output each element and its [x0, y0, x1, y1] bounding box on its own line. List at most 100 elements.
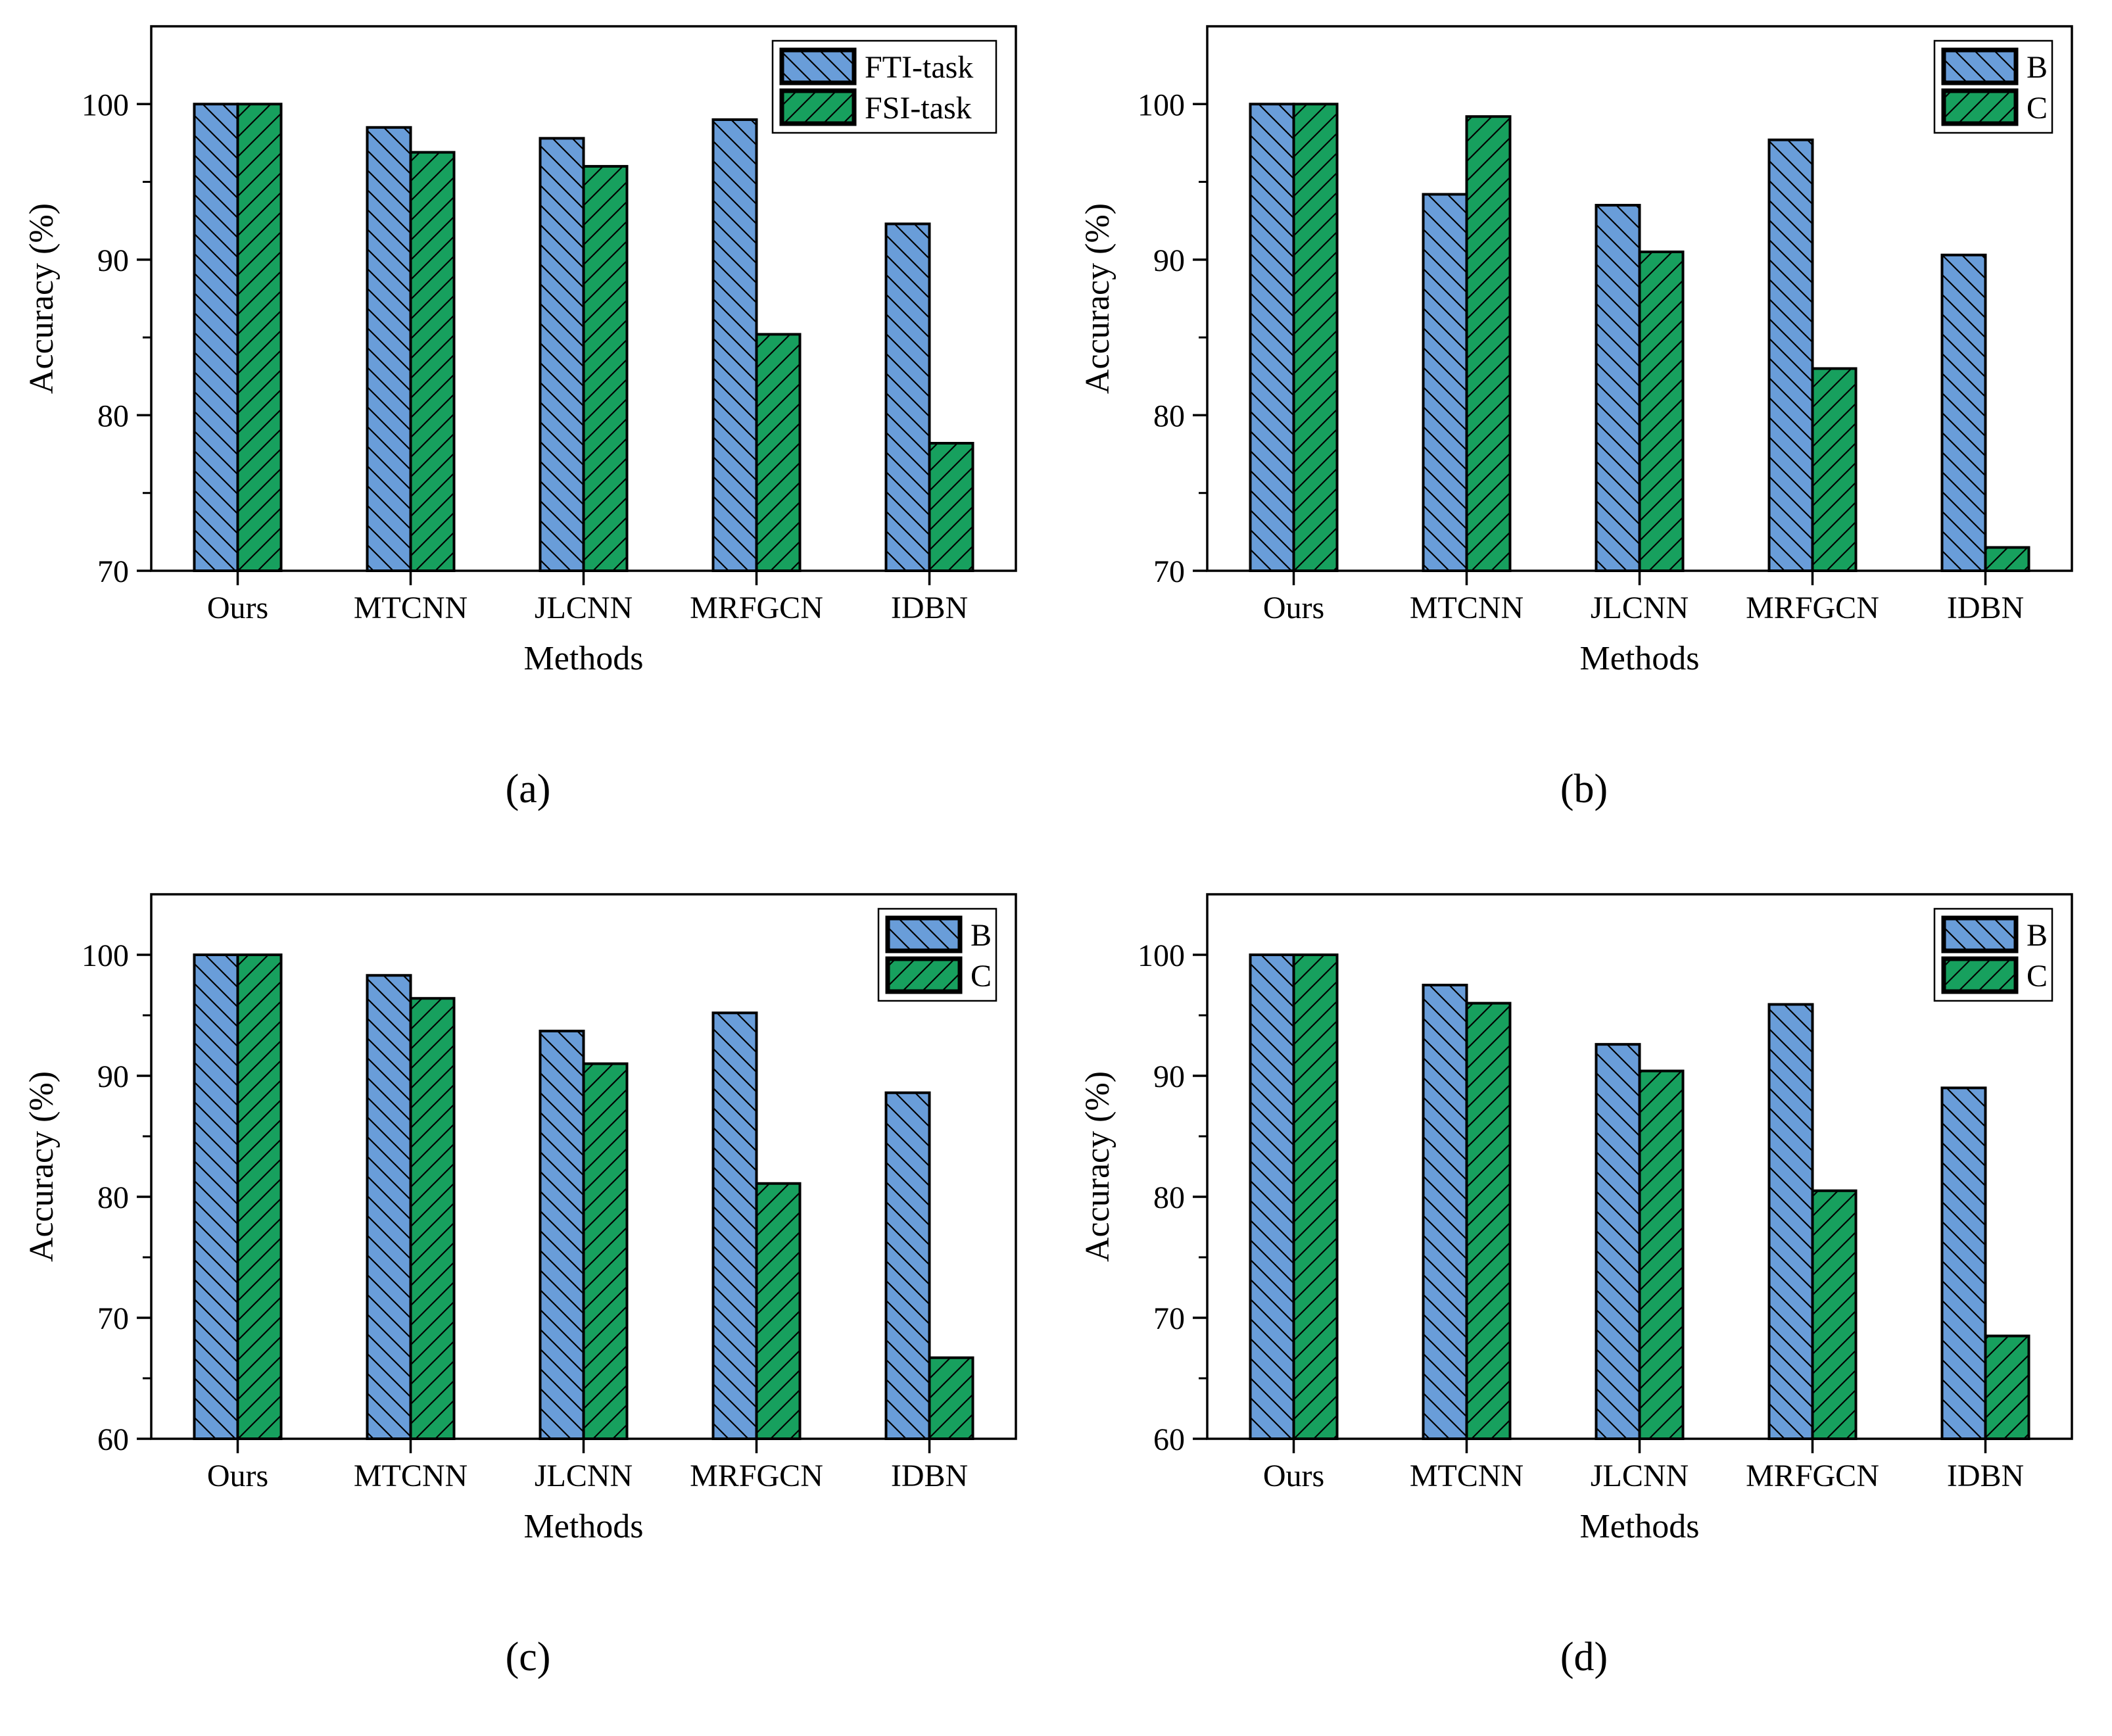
- y-tick-label: 100: [82, 87, 129, 122]
- bar-B-IDBN: [1940, 1086, 1987, 1440]
- legend-swatch-C: [885, 956, 963, 994]
- x-tick-label: MRFGCN: [690, 1459, 823, 1493]
- x-tick-label: IDBN: [891, 591, 968, 625]
- chart-b: 70 80 90 100 Ours MTCNN JLCNN MRFGCN IDBN Methods…: [1056, 0, 2112, 868]
- bar-C-MRFGCN: [755, 1182, 802, 1440]
- bar-FSI-task-MTCNN: [409, 151, 456, 572]
- legend-label-C: C: [971, 959, 992, 994]
- bar-C-Ours: [1292, 103, 1339, 573]
- bar-FTI-task-MTCNN: [366, 126, 412, 572]
- caption-c: (c): [505, 1635, 551, 1679]
- y-tick-label: 80: [97, 1180, 129, 1215]
- legend-swatch-FTI-task: [779, 47, 857, 85]
- y-axis-title: Accuracy (%): [23, 1071, 60, 1262]
- x-tick-label: MTCNN: [1410, 591, 1524, 625]
- x-tick-label: MTCNN: [354, 591, 468, 625]
- bar-FSI-task-JLCNN: [582, 164, 629, 572]
- x-tick-label: JLCNN: [1591, 591, 1689, 625]
- x-axis-title: Methods: [1580, 640, 1700, 677]
- y-tick-label: 70: [97, 1301, 129, 1336]
- bar-FTI-task-JLCNN: [539, 137, 585, 572]
- y-axis-title: Accuracy (%): [1079, 203, 1116, 394]
- bar-C-MTCNN: [409, 997, 456, 1441]
- x-tick-label: IDBN: [1947, 591, 2024, 625]
- bar-FSI-task-Ours: [236, 103, 283, 573]
- y-tick-label: 70: [1153, 1301, 1185, 1336]
- bar-B-IDBN: [884, 1091, 931, 1440]
- bar-B-IDBN: [1940, 253, 1987, 572]
- y-axis-title: Accuracy (%): [1079, 1071, 1116, 1262]
- x-axis-title: Methods: [1580, 1508, 1700, 1545]
- legend-label-FTI-task: FTI-task: [865, 50, 973, 85]
- bar-B-MRFGCN: [1767, 138, 1814, 572]
- bar-B-Ours: [1249, 953, 1295, 1440]
- bar-B-JLCNN: [539, 1029, 585, 1441]
- y-tick-label: 90: [1153, 243, 1185, 278]
- chart-c-canvas: 60 70 80 90 100 Ours MTCNN JLCNN MRFGCN IDBN Metho…: [23, 893, 1017, 1545]
- bar-FTI-task-IDBN: [884, 222, 931, 572]
- bar-C-MRFGCN: [1811, 1189, 1858, 1440]
- y-tick-label: 80: [1153, 398, 1185, 433]
- bar-B-MTCNN: [366, 974, 412, 1440]
- chart-d-canvas: 60 70 80 90 100 Ours MTCNN JLCNN MRFGCN IDBN Metho…: [1079, 893, 2073, 1545]
- chart-d: 60 70 80 90 100 Ours MTCNN JLCNN MRFGCN IDBN Metho…: [1056, 868, 2112, 1736]
- x-tick-label: MRFGCN: [1746, 591, 1879, 625]
- x-tick-label: MTCNN: [1410, 1459, 1524, 1493]
- bar-FSI-task-MRFGCN: [755, 333, 802, 572]
- y-tick-label: 60: [97, 1422, 129, 1457]
- legend-swatch-C: [1941, 88, 2019, 126]
- x-tick-label: Ours: [207, 1459, 268, 1493]
- bar-C-IDBN: [1984, 546, 2030, 572]
- x-tick-label: Ours: [207, 591, 268, 625]
- legend-swatch-B: [1941, 915, 2019, 953]
- x-axis-title: Methods: [524, 1508, 644, 1545]
- bar-C-Ours: [1292, 953, 1339, 1440]
- bar-FTI-task-Ours: [193, 103, 239, 573]
- x-tick-label: MRFGCN: [1746, 1459, 1879, 1493]
- bar-FSI-task-IDBN: [928, 442, 974, 572]
- y-tick-label: 80: [97, 398, 129, 433]
- x-tick-label: Ours: [1263, 1459, 1324, 1493]
- bar-C-JLCNN: [1638, 1069, 1685, 1440]
- caption-a: (a): [505, 767, 551, 811]
- x-axis-title: Methods: [524, 640, 644, 677]
- bar-B-MRFGCN: [1767, 1003, 1814, 1440]
- bar-C-Ours: [236, 953, 283, 1440]
- x-tick-label: MTCNN: [354, 1459, 468, 1493]
- chart-a: 70 80 90 100 Ours MTCNN JLCNN MRFGCN IDBN Methods…: [0, 0, 1056, 868]
- y-tick-label: 100: [1138, 87, 1185, 122]
- bar-C-MTCNN: [1465, 1001, 1512, 1441]
- y-tick-label: 70: [97, 554, 129, 589]
- legend-label-B: B: [2027, 918, 2048, 953]
- bar-B-MTCNN: [1422, 984, 1468, 1440]
- chart-a-canvas: 70 80 90 100 Ours MTCNN JLCNN MRFGCN IDBN Methods…: [23, 25, 1017, 677]
- bar-B-Ours: [193, 953, 239, 1440]
- x-tick-label: IDBN: [891, 1459, 968, 1493]
- x-tick-label: IDBN: [1947, 1459, 2024, 1493]
- legend-label-B: B: [971, 918, 992, 953]
- bar-B-Ours: [1249, 103, 1295, 573]
- y-tick-label: 100: [82, 938, 129, 973]
- bar-C-IDBN: [1984, 1334, 2030, 1440]
- y-tick-label: 90: [97, 1059, 129, 1094]
- x-tick-label: Ours: [1263, 591, 1324, 625]
- bar-C-MTCNN: [1465, 115, 1512, 572]
- y-tick-label: 80: [1153, 1180, 1185, 1215]
- y-tick-label: 60: [1153, 1422, 1185, 1457]
- chart-c: 60 70 80 90 100 Ours MTCNN JLCNN MRFGCN IDBN Metho…: [0, 868, 1056, 1736]
- bar-B-MRFGCN: [711, 1011, 758, 1440]
- x-tick-label: MRFGCN: [690, 591, 823, 625]
- legend-label-FSI-task: FSI-task: [865, 91, 972, 126]
- y-tick-label: 90: [97, 243, 129, 278]
- bar-C-JLCNN: [582, 1062, 629, 1441]
- caption-d: (d): [1560, 1635, 1608, 1679]
- bar-C-MRFGCN: [1811, 367, 1858, 572]
- y-axis-title: Accuracy (%): [23, 203, 60, 394]
- y-tick-label: 100: [1138, 938, 1185, 973]
- x-tick-label: JLCNN: [535, 1459, 633, 1493]
- bar-C-JLCNN: [1638, 251, 1685, 572]
- bar-FTI-task-MRFGCN: [711, 118, 758, 572]
- legend-label-C: C: [2027, 959, 2048, 994]
- chart-b-canvas: 70 80 90 100 Ours MTCNN JLCNN MRFGCN IDBN Methods…: [1079, 25, 2073, 677]
